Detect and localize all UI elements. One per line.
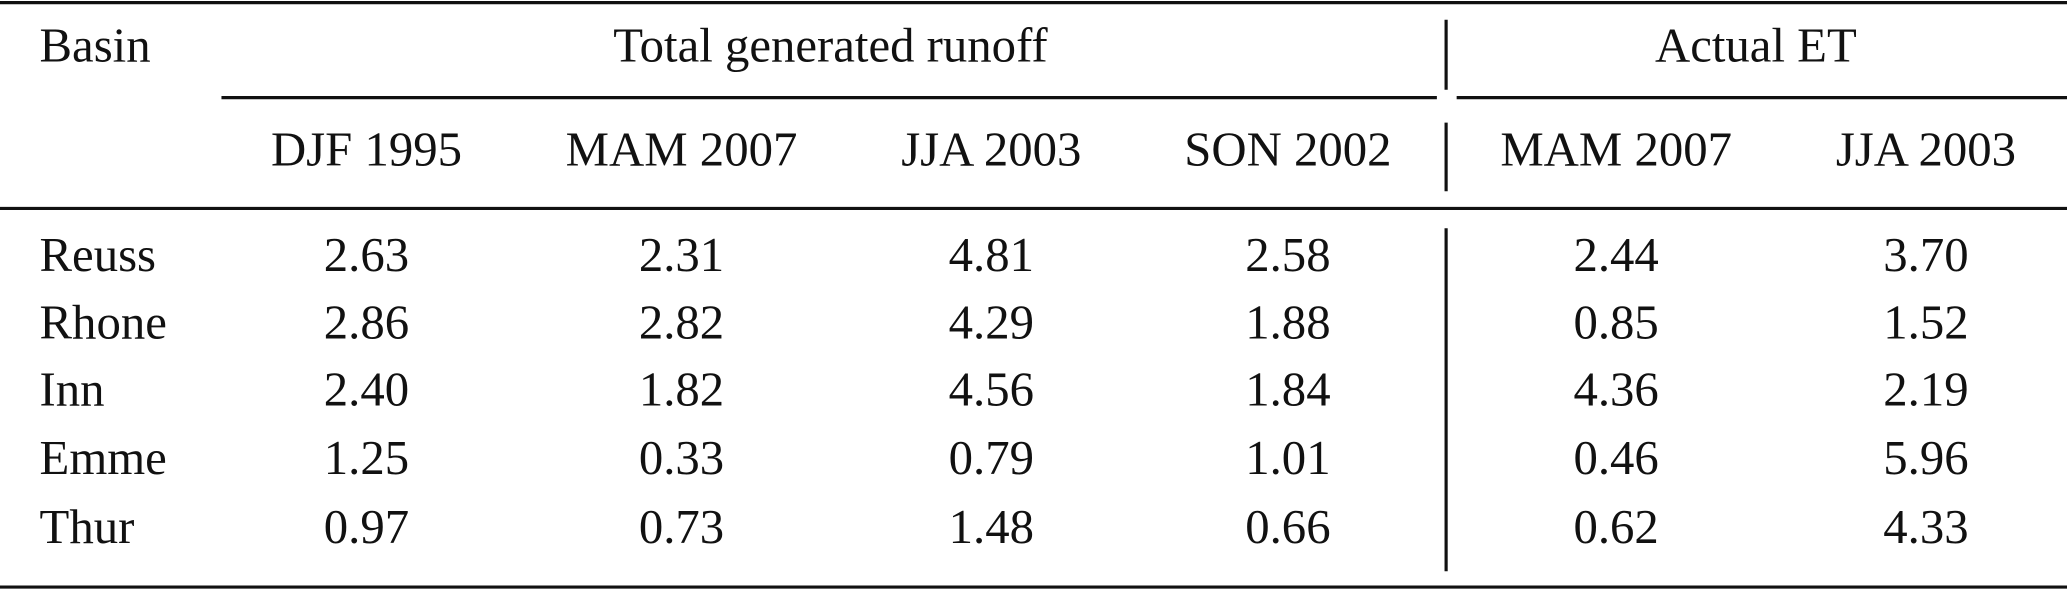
cell: 2.44 [1573, 228, 1658, 282]
cell: 0.33 [639, 431, 724, 485]
cell: 2.58 [1245, 228, 1330, 282]
cell: 0.62 [1573, 500, 1658, 554]
row-label: Rhone [40, 295, 167, 349]
row-label: Inn [40, 363, 105, 417]
cell: 0.73 [639, 500, 724, 554]
cell: 1.84 [1245, 363, 1330, 417]
cell: 2.40 [324, 363, 409, 417]
cell: 0.46 [1573, 431, 1658, 485]
cell: 2.31 [639, 228, 724, 282]
cell: 4.33 [1883, 500, 1968, 554]
cell: 4.81 [949, 228, 1034, 282]
cell: 5.96 [1883, 431, 1968, 485]
cell: 3.70 [1883, 228, 1968, 282]
cell: 2.19 [1883, 363, 1968, 417]
cell: 0.66 [1245, 500, 1330, 554]
row-label: Emme [40, 431, 167, 485]
column-header: MAM 2007 [1500, 123, 1732, 177]
column-header: JJA 2003 [1836, 123, 2016, 177]
cell: 0.79 [949, 431, 1034, 485]
cell: 4.29 [949, 295, 1034, 349]
group-header: Total generated runoff [613, 18, 1048, 72]
cell: 0.85 [1573, 295, 1658, 349]
group-header: Actual ET [1655, 18, 1857, 72]
cell: 1.48 [949, 500, 1034, 554]
cell: 1.88 [1245, 295, 1330, 349]
row-label: Thur [40, 500, 135, 554]
column-header: SON 2002 [1184, 123, 1391, 177]
stub-header: Basin [40, 18, 151, 72]
cell: 1.01 [1245, 431, 1330, 485]
cell: 2.82 [639, 295, 724, 349]
column-header: DJF 1995 [271, 123, 462, 177]
cell: 4.36 [1573, 363, 1658, 417]
cell: 2.63 [324, 228, 409, 282]
row-label: Reuss [40, 228, 157, 282]
cell: 4.56 [949, 363, 1034, 417]
column-header: MAM 2007 [566, 123, 798, 177]
column-header: JJA 2003 [901, 123, 1081, 177]
cell: 1.25 [324, 431, 409, 485]
cell: 1.82 [639, 363, 724, 417]
cell: 1.52 [1883, 295, 1968, 349]
cell: 0.97 [324, 500, 409, 554]
cell: 2.86 [324, 295, 409, 349]
